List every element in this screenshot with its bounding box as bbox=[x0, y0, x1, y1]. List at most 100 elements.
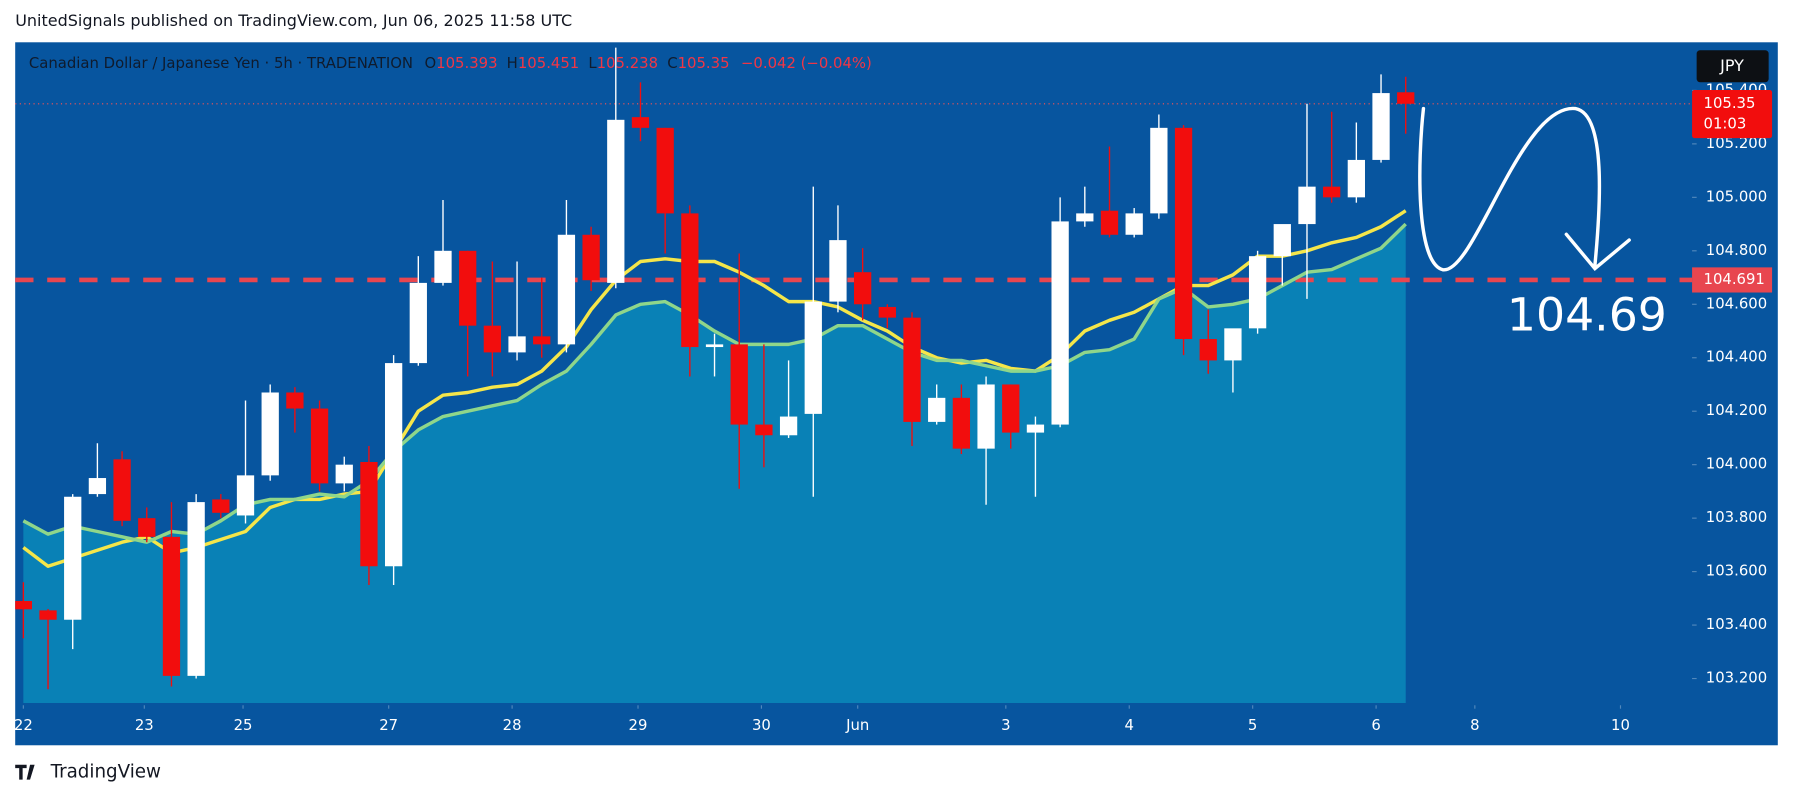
candle-body bbox=[1125, 213, 1143, 235]
candle-body bbox=[162, 536, 181, 676]
candle-body bbox=[557, 234, 576, 345]
y-tick-label: 105.200 bbox=[1706, 134, 1767, 152]
x-tick-label: 28 bbox=[503, 716, 522, 734]
x-tick-label: 30 bbox=[752, 716, 771, 734]
candle-body bbox=[705, 344, 724, 348]
price-label: 105.35 bbox=[1704, 94, 1756, 112]
logo bbox=[15, 764, 35, 780]
candle-body bbox=[212, 499, 230, 513]
y-tick-label: 103.400 bbox=[1706, 615, 1767, 633]
y-tick-label: 105.000 bbox=[1706, 187, 1767, 205]
l-value: 105.238 bbox=[597, 54, 658, 72]
symbol-title: Canadian Dollar / Japanese Yen · 5h · TR… bbox=[29, 54, 872, 72]
candle-body bbox=[1372, 93, 1390, 160]
x-tick-label: Jun bbox=[845, 716, 869, 734]
c-value: 105.35 bbox=[678, 54, 730, 72]
candle-body bbox=[1174, 127, 1193, 340]
candle-body bbox=[878, 306, 896, 318]
level-label: 104.691 bbox=[1704, 270, 1765, 288]
x-tick-label: 29 bbox=[629, 716, 648, 734]
x-tick-label: 27 bbox=[379, 716, 398, 734]
h-value: 105.451 bbox=[518, 54, 579, 72]
candle-body bbox=[730, 344, 748, 425]
candle-body bbox=[1224, 328, 1242, 361]
candle-body bbox=[1051, 221, 1069, 425]
y-tick-label: 104.200 bbox=[1706, 401, 1767, 419]
l-label: L bbox=[588, 54, 597, 72]
candle-body bbox=[829, 240, 847, 302]
candle-body bbox=[1273, 224, 1291, 257]
publisher: UnitedSignals published on TradingView.c… bbox=[15, 11, 572, 30]
candle-body bbox=[409, 282, 427, 364]
y-tick-label: 104.800 bbox=[1706, 241, 1767, 259]
candle-body bbox=[903, 317, 921, 422]
candle-body bbox=[1026, 424, 1045, 433]
candle-body bbox=[582, 234, 600, 281]
candle-body bbox=[384, 363, 403, 567]
o-label: O bbox=[424, 54, 436, 72]
candle-body bbox=[508, 336, 526, 353]
candle-body bbox=[854, 272, 872, 305]
x-tick-label: 25 bbox=[234, 716, 253, 734]
x-tick-label: 23 bbox=[135, 716, 154, 734]
candle-body bbox=[236, 475, 255, 516]
currency[interactable]: JPY bbox=[1719, 56, 1744, 75]
candle-body bbox=[779, 416, 798, 436]
candle-body bbox=[335, 464, 353, 484]
candle-body bbox=[310, 408, 329, 484]
candle-body bbox=[39, 610, 57, 620]
x-tick-label: 5 bbox=[1248, 716, 1257, 734]
candle-body bbox=[755, 424, 773, 436]
x-tick-label: 10 bbox=[1611, 716, 1630, 734]
y-tick-label: 104.000 bbox=[1706, 455, 1767, 473]
candle-body bbox=[1100, 210, 1119, 235]
candle-body bbox=[138, 518, 156, 537]
candle-body bbox=[1347, 159, 1365, 198]
candle-body bbox=[533, 336, 551, 345]
x-tick-label: 8 bbox=[1470, 716, 1479, 734]
symbol: Canadian Dollar / Japanese Yen · 5h · TR… bbox=[29, 54, 413, 72]
candle-body bbox=[360, 461, 378, 567]
candle-body bbox=[977, 384, 995, 449]
candle-body bbox=[656, 127, 674, 214]
y-tick-label: 104.600 bbox=[1706, 294, 1767, 312]
c-label: C bbox=[667, 54, 677, 72]
y-tick-label: 103.600 bbox=[1706, 562, 1767, 580]
candle-body bbox=[1298, 186, 1316, 225]
candle-body bbox=[88, 478, 107, 495]
candle-body bbox=[804, 301, 822, 414]
candle-body bbox=[1199, 339, 1217, 361]
candle-body bbox=[607, 119, 625, 283]
candle-body bbox=[1150, 127, 1168, 214]
candle-body bbox=[459, 250, 477, 326]
brand: TradingView bbox=[50, 762, 161, 783]
candle-body bbox=[113, 459, 131, 521]
candle-body bbox=[1397, 92, 1415, 104]
countdown: 01:03 bbox=[1704, 114, 1747, 132]
y-tick-label: 103.200 bbox=[1706, 669, 1767, 687]
y-tick-label: 104.400 bbox=[1706, 348, 1767, 366]
level-tag bbox=[1692, 267, 1773, 293]
candle-body bbox=[15, 601, 32, 610]
o-value: 105.393 bbox=[436, 54, 497, 72]
candle-body bbox=[286, 392, 304, 409]
candle-body bbox=[1002, 384, 1020, 433]
currency-button[interactable] bbox=[1696, 50, 1769, 83]
h-label: H bbox=[507, 54, 518, 72]
candle-body bbox=[681, 213, 699, 348]
annotation: 104.69 bbox=[1507, 288, 1667, 341]
x-tick-label: 4 bbox=[1125, 716, 1134, 734]
x-tick-label: 6 bbox=[1371, 716, 1380, 734]
candle-body bbox=[64, 496, 82, 620]
candle-body bbox=[187, 502, 205, 676]
y-tick-label: 103.800 bbox=[1706, 508, 1767, 526]
candle-body bbox=[1248, 256, 1267, 329]
candle-body bbox=[952, 397, 971, 449]
candle-body bbox=[1323, 186, 1341, 198]
x-tick-label: 3 bbox=[1001, 716, 1010, 734]
candle-body bbox=[434, 250, 452, 283]
candle-body bbox=[261, 392, 279, 476]
candle-body bbox=[1076, 213, 1094, 222]
